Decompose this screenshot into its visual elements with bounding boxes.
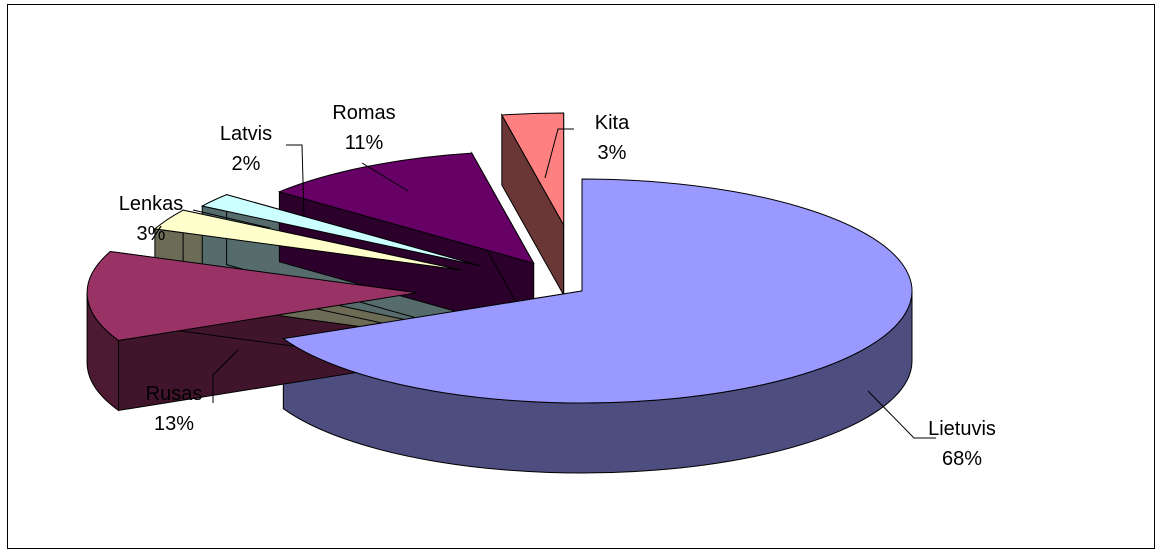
pie-tops <box>86 112 913 404</box>
data-label-name-romas: Romas <box>332 102 395 124</box>
pie-slice-lietuvis <box>282 178 913 404</box>
pie-slice-latvis <box>200 194 482 267</box>
leader-line-lenkas <box>192 209 271 229</box>
data-label-value-romas: 11% <box>345 132 384 154</box>
data-label-value-latvis: 2% <box>232 153 261 175</box>
pie-chart: Lietuvis 68% Rusas 13% Lenkas 3% Latvis 2% Romas… <box>86 102 996 474</box>
data-label-name-latvis: Latvis <box>220 123 272 145</box>
leader-line-lietuvis <box>867 390 936 439</box>
data-label-value-lietuvis: 68% <box>942 448 982 470</box>
leader-line-romas <box>361 162 409 192</box>
leader-line-latvis <box>286 144 305 218</box>
leader-line-rusas <box>212 349 239 403</box>
data-label-name-lenkas: Lenkas <box>119 193 184 215</box>
leader-line-kita <box>544 128 574 179</box>
data-label-value-rusas: 13% <box>154 413 194 435</box>
pie-slice-lenkas <box>153 209 462 271</box>
data-label-name-rusas: Rusas <box>146 383 203 405</box>
pie-slice-rusas <box>86 251 418 341</box>
data-label-value-lenkas: 3% <box>137 223 166 245</box>
data-label-name-lietuvis: Lietuvis <box>928 418 996 440</box>
pie-slice-romas <box>277 152 535 265</box>
chart-area: Lietuvis 68% Rusas 13% Lenkas 3% Latvis 2% Romas… <box>7 4 1155 549</box>
pie-slice-kita <box>500 112 565 227</box>
data-label-name-kita: Kita <box>595 112 630 134</box>
data-label-value-kita: 3% <box>598 142 627 164</box>
